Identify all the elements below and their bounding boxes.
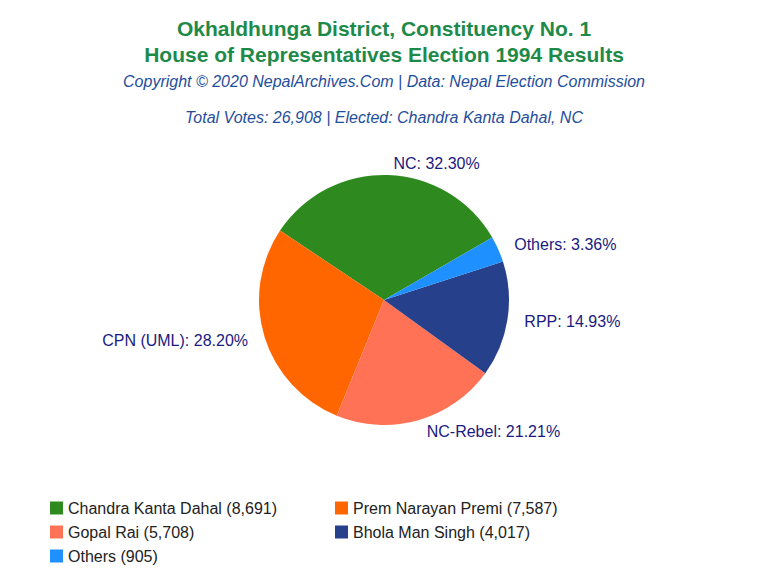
svg-text:Okhaldhunga District, Constitu: Okhaldhunga District, Constituency No. 1 <box>177 17 592 40</box>
svg-text:NC-Rebel: 21.21%: NC-Rebel: 21.21% <box>427 423 560 440</box>
svg-text:NC: 32.30%: NC: 32.30% <box>393 155 479 172</box>
svg-text:RPP: 14.93%: RPP: 14.93% <box>524 313 620 330</box>
svg-text:House of Representatives Elect: House of Representatives Election 1994 R… <box>144 43 624 66</box>
svg-text:Others (905): Others (905) <box>68 548 158 565</box>
svg-text:Others: 3.36%: Others: 3.36% <box>514 236 616 253</box>
svg-text:Prem Narayan Premi (7,587): Prem Narayan Premi (7,587) <box>353 500 558 517</box>
svg-text:Chandra Kanta Dahal (8,691): Chandra Kanta Dahal (8,691) <box>68 500 277 517</box>
svg-text:Total Votes: 26,908 | Elected:: Total Votes: 26,908 | Elected: Chandra K… <box>185 109 583 126</box>
svg-text:Gopal Rai (5,708): Gopal Rai (5,708) <box>68 524 194 541</box>
svg-text:Copyright © 2020 NepalArchives: Copyright © 2020 NepalArchives.Com | Dat… <box>123 73 645 90</box>
svg-text:Bhola Man Singh (4,017): Bhola Man Singh (4,017) <box>353 524 530 541</box>
svg-text:CPN (UML): 28.20%: CPN (UML): 28.20% <box>102 332 248 349</box>
